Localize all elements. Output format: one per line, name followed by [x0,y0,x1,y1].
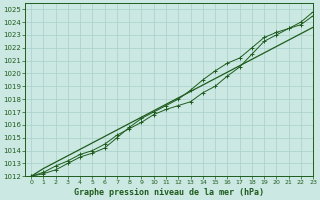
X-axis label: Graphe pression niveau de la mer (hPa): Graphe pression niveau de la mer (hPa) [74,188,264,197]
